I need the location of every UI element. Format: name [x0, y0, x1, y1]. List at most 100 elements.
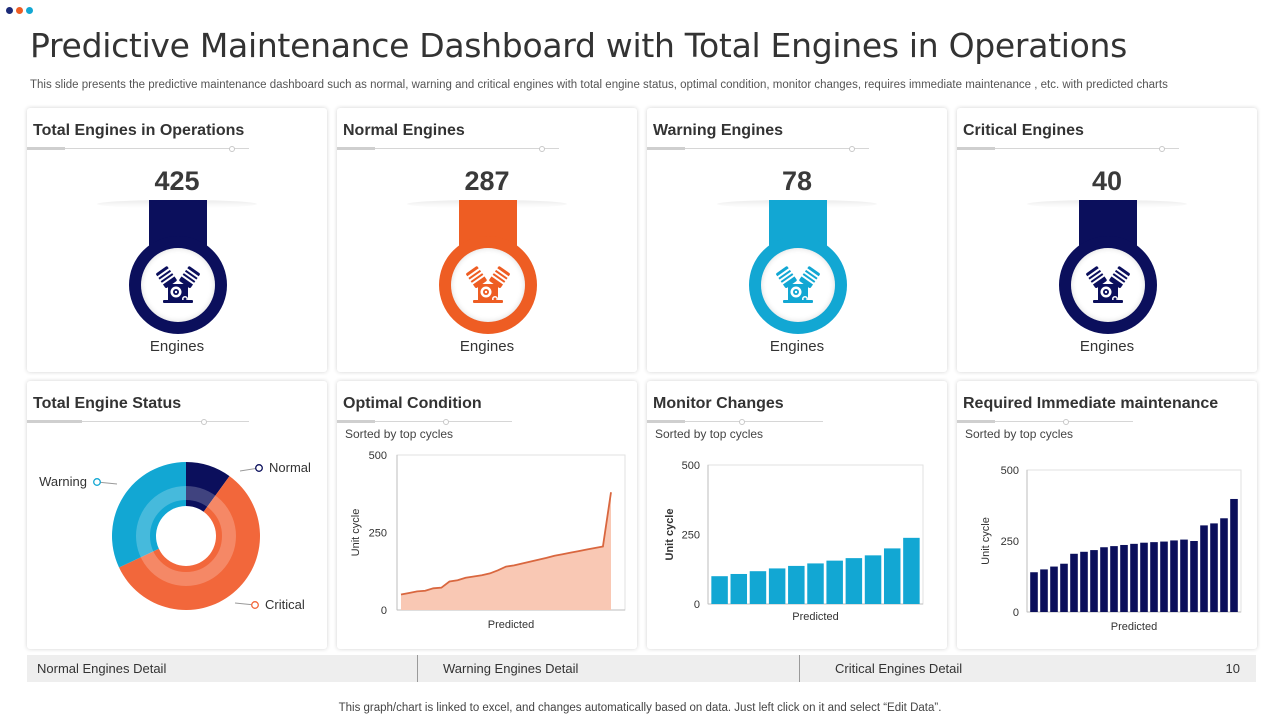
required-bar — [1100, 547, 1108, 612]
details-divider-1 — [417, 655, 418, 682]
monitor-bar — [864, 555, 882, 604]
brand-dot-2 — [16, 7, 23, 14]
y-tick-label: 250 — [1001, 536, 1019, 548]
engine-icon — [775, 262, 821, 308]
kpi-ring — [439, 236, 537, 334]
y-tick-label: 0 — [1013, 607, 1019, 619]
area-line — [400, 492, 612, 596]
required-bar — [1080, 551, 1088, 612]
required-bar — [1150, 542, 1158, 612]
kpi-value: 78 — [781, 166, 813, 196]
x-axis-title: Predicted — [1111, 621, 1157, 633]
kpi-title: Normal Engines — [343, 122, 465, 139]
kpi-unit-label: Engines — [1079, 338, 1135, 355]
required-bar — [1140, 542, 1148, 612]
x-axis-title: Predicted — [488, 619, 534, 631]
monitor-bar — [845, 558, 863, 604]
donut-chart[interactable]: Normal Critical Warning — [27, 381, 327, 649]
y-axis-title: Unit cycle — [350, 509, 362, 557]
donut-inner-shade — [136, 486, 236, 586]
y-axis-title: Unit cycle — [980, 517, 992, 565]
monitor-panel-title: Monitor Changes — [653, 395, 784, 412]
optimal-panel-title: Optimal Condition — [343, 395, 482, 412]
y-tick-label: 500 — [1001, 465, 1019, 477]
y-tick-label: 500 — [369, 450, 387, 462]
optimal-area-chart[interactable]: 0 250 500 Unit cycle Predicted — [337, 381, 637, 649]
critical-engines-count: 10 — [1225, 661, 1240, 676]
kpi-card-warning[interactable]: Warning Engines 78 Engines — [647, 108, 947, 372]
kpi-title-rule — [337, 146, 559, 152]
monitor-bar-chart[interactable]: 0 250 500 Unit cycle Predicted — [647, 381, 947, 649]
required-panel-title: Required Immediate maintenance — [963, 395, 1219, 412]
required-bar — [1190, 541, 1198, 612]
kpi-value: 287 — [464, 166, 510, 196]
details-divider-2 — [799, 655, 800, 682]
kpi-unit-label: Engines — [149, 338, 205, 355]
required-bar — [1070, 553, 1078, 612]
required-bar — [1220, 518, 1228, 612]
critical-engines-detail[interactable]: Critical Engines Detail — [835, 661, 963, 676]
kpi-card-total[interactable]: Total Engines in Operations 425 Engines — [27, 108, 327, 372]
required-bar — [1200, 525, 1208, 612]
kpi-card-normal[interactable]: Normal Engines 287 Engines — [337, 108, 637, 372]
kpi-title: Total Engines in Operations — [33, 122, 245, 139]
x-axis-title: Predicted — [792, 611, 838, 623]
required-bar — [1060, 563, 1068, 612]
monitor-bar — [903, 537, 920, 604]
details-bar: Normal Engines Detail Warning Engines De… — [27, 655, 1256, 682]
kpi-value: 425 — [154, 166, 200, 196]
required-bar — [1160, 541, 1168, 612]
engine-icon — [465, 262, 511, 308]
optimal-panel[interactable]: Optimal Condition Sorted by top cycles 0… — [337, 381, 637, 649]
kpi-value: 40 — [1091, 166, 1123, 196]
donut-marker-warning — [93, 478, 101, 486]
engine-icon — [155, 262, 201, 308]
monitor-bar — [807, 563, 824, 604]
kpi-ring-inner — [141, 248, 215, 322]
kpi-ring — [1059, 236, 1157, 334]
donut-marker-normal — [255, 464, 263, 472]
kpi-ring-inner — [451, 248, 525, 322]
required-panel-rule — [957, 419, 1179, 425]
donut-slice-critical — [119, 476, 260, 610]
normal-engines-detail[interactable]: Normal Engines Detail — [37, 661, 167, 676]
required-bar — [1170, 540, 1178, 612]
optimal-panel-rule — [337, 419, 559, 425]
warning-engines-detail[interactable]: Warning Engines Detail — [443, 661, 579, 676]
required-panel[interactable]: Required Immediate maintenance Sorted by… — [957, 381, 1257, 649]
monitor-sorted-note: Sorted by top cycles — [655, 427, 764, 441]
kpi-title: Critical Engines — [963, 122, 1084, 139]
required-bar — [1090, 550, 1098, 612]
kpi-card-critical[interactable]: Critical Engines 40 Engines — [957, 108, 1257, 372]
monitor-bar — [711, 576, 728, 604]
required-bar — [1040, 569, 1048, 612]
donut-slice-normal — [186, 462, 230, 512]
page-subtitle: This slide presents the predictive maint… — [30, 79, 1168, 91]
brand-dot-3 — [26, 7, 33, 14]
required-bar-chart[interactable]: 0 250 500 Unit cycle Predicted — [957, 381, 1257, 649]
status-panel-title: Total Engine Status — [33, 395, 182, 412]
required-bar — [1110, 546, 1118, 612]
kpi-title-rule — [957, 146, 1179, 152]
required-bar — [1030, 572, 1038, 612]
required-bar — [1230, 498, 1238, 612]
donut-marker-critical — [251, 601, 259, 609]
monitor-bar — [883, 548, 901, 604]
monitor-bar — [749, 571, 767, 604]
engine-icon — [1085, 262, 1131, 308]
monitor-bar — [730, 573, 748, 604]
monitor-panel[interactable]: Monitor Changes Sorted by top cycles 0 25… — [647, 381, 947, 649]
donut-label-normal: Normal — [269, 460, 311, 475]
y-tick-label: 0 — [381, 605, 387, 617]
monitor-bar — [788, 565, 805, 604]
kpi-title-rule — [27, 146, 249, 152]
brand-dot-1 — [6, 7, 13, 14]
footer-note: This graph/chart is linked to excel, and… — [338, 702, 942, 714]
status-panel[interactable]: Total Engine Status Normal Critical Warnin… — [27, 381, 327, 649]
kpi-ring — [129, 236, 227, 334]
optimal-sorted-note: Sorted by top cycles — [345, 427, 454, 441]
y-tick-label: 250 — [369, 528, 387, 540]
status-panel-rule — [27, 419, 249, 425]
donut-slice-warning — [111, 462, 186, 568]
kpi-ring — [749, 236, 847, 334]
